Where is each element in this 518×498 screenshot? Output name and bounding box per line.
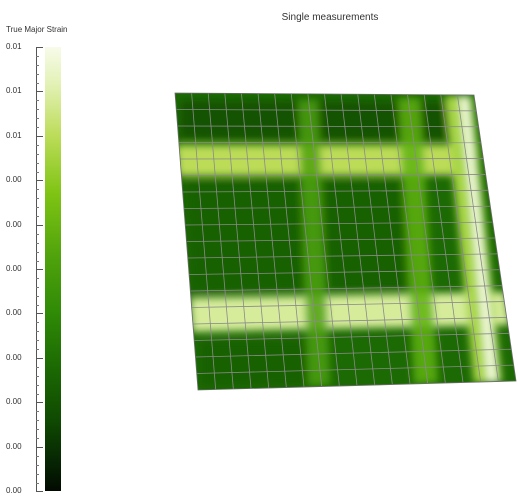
colorbar	[45, 47, 61, 491]
colorbar-minor-tick	[36, 56, 39, 57]
colorbar-minor-tick	[36, 385, 39, 386]
colorbar-major-tick	[36, 313, 43, 314]
colorbar-minor-tick	[36, 100, 39, 101]
colorbar-minor-tick	[36, 109, 39, 110]
colorbar-major-tick	[36, 47, 43, 48]
colorbar-major-tick	[36, 447, 43, 448]
colorbar-minor-tick	[36, 172, 39, 173]
grid-line-horizontal	[186, 237, 496, 242]
dark-patch-left	[185, 180, 310, 295]
colorbar-minor-tick	[36, 261, 39, 262]
colorbar-minor-tick	[36, 118, 39, 119]
colorbar-minor-tick	[36, 340, 39, 341]
colorbar-minor-tick	[36, 438, 39, 439]
colorbar-minor-tick	[36, 74, 39, 75]
colorbar-minor-tick	[36, 483, 39, 484]
colorbar-minor-tick	[36, 163, 39, 164]
colorbar-tick-label: 0.00	[6, 442, 22, 451]
colorbar-major-tick	[36, 136, 43, 137]
colorbar-major-tick	[36, 491, 43, 492]
grid-line-horizontal	[185, 221, 493, 226]
colorbar-minor-tick	[36, 65, 39, 66]
strain-field	[175, 93, 516, 390]
colorbar-major-tick	[36, 180, 43, 181]
colorbar-tick-label: 0.00	[6, 397, 22, 406]
colorbar-minor-tick	[36, 465, 39, 466]
colorbar-tick-label: 0.00	[6, 353, 22, 362]
brightest-ridge	[460, 96, 497, 383]
colorbar-minor-tick	[36, 296, 39, 297]
colorbar-minor-tick	[36, 207, 39, 208]
colorbar-tick-label: 0.00	[6, 264, 22, 273]
mid-band-vertical-1	[298, 100, 330, 386]
colorbar-minor-tick	[36, 394, 39, 395]
grid-line-horizontal	[190, 285, 503, 292]
grid-line-horizontal	[189, 269, 500, 275]
dark-patch-bottom	[200, 340, 325, 388]
colorbar-minor-tick	[36, 331, 39, 332]
grid-line-horizontal	[183, 205, 491, 209]
colorbar-minor-tick	[36, 287, 39, 288]
colorbar-minor-tick	[36, 429, 39, 430]
colorbar-minor-tick	[36, 367, 39, 368]
colorbar-minor-tick	[36, 456, 39, 457]
colorbar-minor-tick	[36, 474, 39, 475]
colorbar-minor-tick	[36, 420, 39, 421]
colorbar-major-tick	[36, 358, 43, 359]
colorbar-tick-label: 0.01	[6, 42, 22, 51]
colorbar-minor-tick	[36, 234, 39, 235]
grid-line-horizontal	[187, 253, 498, 259]
colorbar-minor-tick	[36, 189, 39, 190]
colorbar-minor-tick	[36, 127, 39, 128]
grid-line-horizontal	[181, 174, 486, 176]
colorbar-tick-label: 0.00	[6, 220, 22, 229]
colorbar-tick-label: 0.01	[6, 131, 22, 140]
plot-title: Single measurements	[281, 12, 379, 23]
colorbar-minor-tick	[36, 243, 39, 244]
colorbar-minor-tick	[36, 411, 39, 412]
colorbar-tick-label: 0.00	[6, 175, 22, 184]
colorbar-major-tick	[36, 91, 43, 92]
colorbar-minor-tick	[36, 376, 39, 377]
grid-line-horizontal	[182, 189, 489, 193]
grid-line-horizontal	[194, 332, 510, 341]
colorbar-minor-tick	[36, 154, 39, 155]
colorbar-minor-tick	[36, 216, 39, 217]
colorbar-minor-tick	[36, 322, 39, 323]
field-outline	[174, 92, 517, 391]
colorbar-minor-tick	[36, 198, 39, 199]
colorbar-minor-tick	[36, 305, 39, 306]
colorbar-tick-label: 0.01	[6, 86, 22, 95]
grid-line-horizontal	[195, 348, 512, 358]
colorbar-major-tick	[36, 402, 43, 403]
grid-line-horizontal	[176, 109, 477, 112]
colorbar-tick-label: 0.00	[6, 308, 22, 317]
colorbar-minor-tick	[36, 83, 39, 84]
grid-line-horizontal	[191, 301, 505, 308]
grid-line-horizontal	[196, 364, 514, 374]
colorbar-major-tick	[36, 269, 43, 270]
colorbar-minor-tick	[36, 252, 39, 253]
colorbar-tick-label: 0.00	[6, 486, 22, 495]
colorbar-minor-tick	[36, 145, 39, 146]
colorbar-minor-tick	[36, 349, 39, 350]
colorbar-minor-tick	[36, 278, 39, 279]
grid-line-horizontal	[192, 317, 507, 325]
colorbar-title: True Major Strain	[6, 25, 68, 34]
mid-band-vertical-2	[398, 98, 438, 384]
grid-line-horizontal	[177, 125, 479, 128]
mesh-grid	[176, 93, 514, 390]
colorbar-major-tick	[36, 225, 43, 226]
